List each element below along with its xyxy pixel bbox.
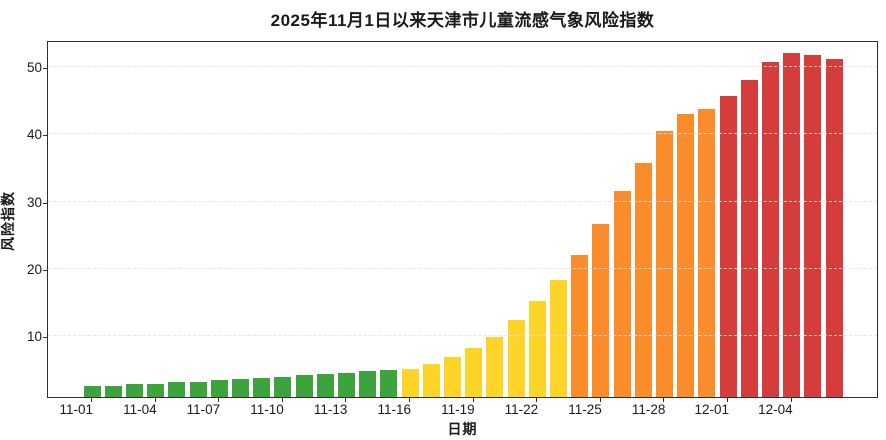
x-tick-label-12-01: 12-01 <box>694 402 729 417</box>
x-tick-label-11-16: 11-16 <box>377 402 411 417</box>
x-tick-label-11-07: 11-07 <box>186 402 221 417</box>
bar-11-19 <box>465 347 483 397</box>
x-axis-title: 日期 <box>447 421 478 437</box>
bar-11-09 <box>253 378 271 397</box>
bar-12-05 <box>804 54 822 397</box>
x-tick-mark-11-25 <box>599 398 601 402</box>
x-tick-label-11-22: 11-22 <box>504 402 539 417</box>
bar-12-04 <box>783 52 801 397</box>
x-tick-label-11-04: 11-04 <box>123 402 157 417</box>
bar-11-29 <box>677 114 695 397</box>
bar-11-21 <box>507 319 525 397</box>
bar-11-27 <box>634 162 652 397</box>
y-tick-label-30: 30 <box>26 194 42 210</box>
y-tick-label-50: 50 <box>26 59 42 75</box>
bar-11-07 <box>210 380 228 397</box>
y-tick-label-10: 10 <box>26 329 42 345</box>
x-tick-mark-11-19 <box>472 398 474 402</box>
bar-12-06 <box>825 58 843 397</box>
y-tick-mark-10 <box>43 337 47 339</box>
bar-11-08 <box>231 378 249 397</box>
x-tick-label-11-13: 11-13 <box>313 402 348 417</box>
x-tick-mark-12-04 <box>790 398 792 402</box>
plot-area <box>47 41 878 398</box>
bar-11-30 <box>698 109 716 397</box>
bar-11-17 <box>422 364 440 397</box>
bar-11-11 <box>295 375 313 397</box>
bar-11-23 <box>549 279 567 397</box>
x-tick-label-11-28: 11-28 <box>631 402 666 417</box>
gridline-y50 <box>48 65 877 67</box>
bar-11-05 <box>168 382 186 397</box>
x-tick-mark-11-22 <box>536 398 538 402</box>
bar-11-02 <box>104 386 122 397</box>
bar-12-02 <box>740 79 758 397</box>
x-tick-label-11-25: 11-25 <box>568 402 602 417</box>
bar-11-10 <box>274 376 292 397</box>
bar-11-20 <box>486 337 504 397</box>
x-tick-mark-11-10 <box>281 398 283 402</box>
x-tick-mark-12-01 <box>727 398 728 402</box>
bar-11-25 <box>592 223 610 397</box>
bar-11-13 <box>337 372 355 397</box>
bar-11-14 <box>359 371 377 397</box>
y-tick-mark-50 <box>43 67 47 69</box>
x-tick-mark-11-07 <box>218 398 220 402</box>
x-tick-label-11-10: 11-10 <box>250 402 284 417</box>
y-tick-mark-20 <box>43 270 47 272</box>
x-tick-label-11-01: 11-01 <box>59 402 93 417</box>
bar-11-04 <box>147 383 165 397</box>
y-tick-label-20: 20 <box>26 262 42 278</box>
bar-11-01 <box>83 386 101 397</box>
x-tick-mark-11-13 <box>345 398 347 402</box>
chart-title: 2025年11月1日以来天津市儿童流感气象风险指数 <box>270 11 655 30</box>
y-axis-title: 风险指数 <box>0 191 16 251</box>
x-tick-mark-11-16 <box>409 398 410 402</box>
bar-11-06 <box>189 381 207 397</box>
bar-11-22 <box>528 300 546 397</box>
bar-11-15 <box>380 370 398 397</box>
bar-11-26 <box>613 190 631 397</box>
x-tick-mark-11-04 <box>154 398 156 402</box>
bar-11-16 <box>401 368 419 397</box>
x-tick-label-11-19: 11-19 <box>441 402 475 417</box>
x-tick-label-12-04: 12-04 <box>758 402 793 417</box>
bar-12-01 <box>719 95 737 397</box>
x-tick-mark-11-01 <box>91 398 92 402</box>
bar-12-03 <box>761 62 779 397</box>
bar-11-12 <box>316 374 334 397</box>
y-tick-mark-40 <box>43 135 47 137</box>
y-tick-label-40: 40 <box>26 127 42 143</box>
x-tick-mark-11-28 <box>663 398 665 402</box>
bar-11-24 <box>571 254 589 397</box>
y-tick-mark-30 <box>43 202 47 204</box>
bar-11-28 <box>655 130 673 397</box>
bar-11-03 <box>125 384 143 397</box>
bar-11-18 <box>443 356 461 397</box>
